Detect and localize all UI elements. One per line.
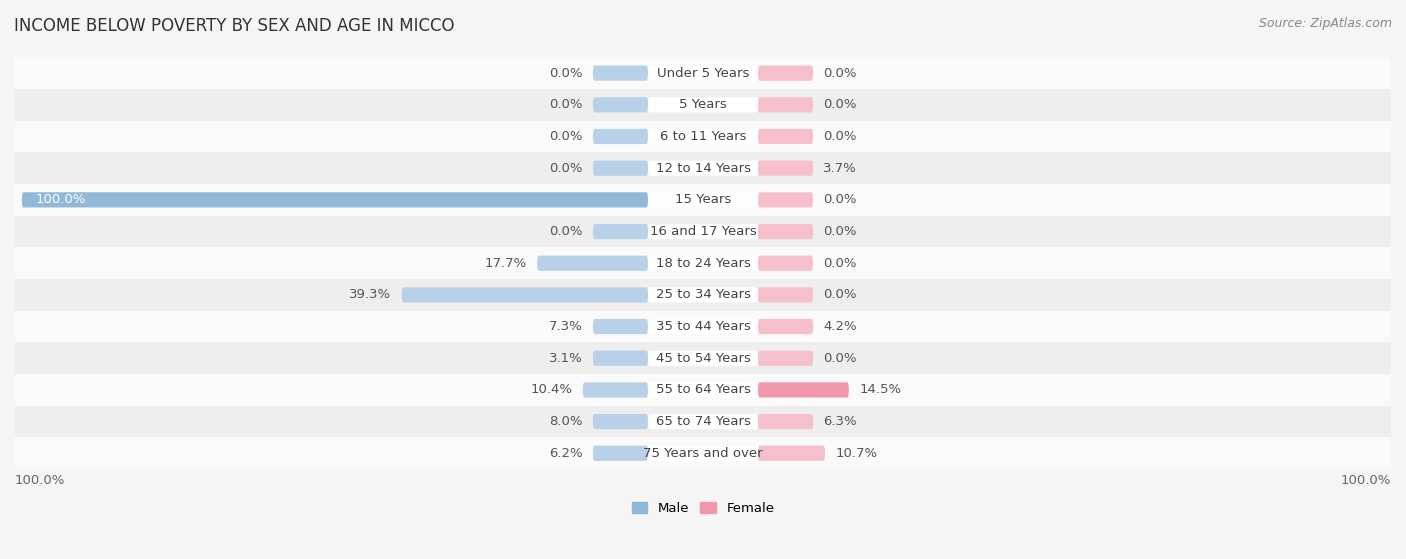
FancyBboxPatch shape — [15, 184, 1391, 216]
Text: 10.7%: 10.7% — [835, 447, 877, 459]
Text: 3.1%: 3.1% — [548, 352, 582, 364]
Text: 0.0%: 0.0% — [550, 225, 582, 238]
FancyBboxPatch shape — [15, 121, 1391, 153]
FancyBboxPatch shape — [648, 224, 758, 239]
FancyBboxPatch shape — [402, 287, 648, 302]
FancyBboxPatch shape — [758, 192, 813, 207]
FancyBboxPatch shape — [648, 192, 758, 207]
Legend: Male, Female: Male, Female — [626, 496, 780, 520]
FancyBboxPatch shape — [15, 58, 1391, 89]
Text: 0.0%: 0.0% — [824, 288, 856, 301]
Text: 0.0%: 0.0% — [550, 67, 582, 79]
Text: 6.2%: 6.2% — [548, 447, 582, 459]
Text: Under 5 Years: Under 5 Years — [657, 67, 749, 79]
FancyBboxPatch shape — [648, 446, 758, 461]
Text: 10.4%: 10.4% — [530, 383, 572, 396]
FancyBboxPatch shape — [15, 374, 1391, 406]
Text: 35 to 44 Years: 35 to 44 Years — [655, 320, 751, 333]
FancyBboxPatch shape — [593, 319, 648, 334]
Text: 55 to 64 Years: 55 to 64 Years — [655, 383, 751, 396]
Text: 7.3%: 7.3% — [548, 320, 582, 333]
FancyBboxPatch shape — [758, 129, 813, 144]
FancyBboxPatch shape — [758, 446, 825, 461]
FancyBboxPatch shape — [15, 248, 1391, 279]
FancyBboxPatch shape — [593, 129, 648, 144]
FancyBboxPatch shape — [593, 224, 648, 239]
FancyBboxPatch shape — [758, 65, 813, 80]
FancyBboxPatch shape — [648, 97, 758, 112]
Text: 4.2%: 4.2% — [824, 320, 858, 333]
Text: 45 to 54 Years: 45 to 54 Years — [655, 352, 751, 364]
FancyBboxPatch shape — [583, 382, 648, 397]
FancyBboxPatch shape — [593, 97, 648, 112]
Text: 0.0%: 0.0% — [550, 130, 582, 143]
FancyBboxPatch shape — [593, 65, 648, 80]
Text: 100.0%: 100.0% — [1341, 474, 1391, 487]
Text: 12 to 14 Years: 12 to 14 Years — [655, 162, 751, 174]
Text: 15 Years: 15 Years — [675, 193, 731, 206]
Text: 0.0%: 0.0% — [824, 98, 856, 111]
FancyBboxPatch shape — [648, 350, 758, 366]
FancyBboxPatch shape — [22, 192, 648, 207]
FancyBboxPatch shape — [648, 414, 758, 429]
FancyBboxPatch shape — [15, 311, 1391, 343]
FancyBboxPatch shape — [758, 255, 813, 271]
Text: 75 Years and over: 75 Years and over — [643, 447, 763, 459]
FancyBboxPatch shape — [758, 319, 813, 334]
FancyBboxPatch shape — [648, 287, 758, 302]
FancyBboxPatch shape — [593, 350, 648, 366]
Text: 65 to 74 Years: 65 to 74 Years — [655, 415, 751, 428]
Text: 0.0%: 0.0% — [824, 130, 856, 143]
FancyBboxPatch shape — [15, 343, 1391, 374]
FancyBboxPatch shape — [648, 319, 758, 334]
FancyBboxPatch shape — [593, 446, 648, 461]
Text: 100.0%: 100.0% — [15, 474, 65, 487]
Text: INCOME BELOW POVERTY BY SEX AND AGE IN MICCO: INCOME BELOW POVERTY BY SEX AND AGE IN M… — [14, 17, 454, 35]
FancyBboxPatch shape — [758, 97, 813, 112]
Text: 3.7%: 3.7% — [824, 162, 858, 174]
FancyBboxPatch shape — [758, 160, 813, 176]
FancyBboxPatch shape — [648, 255, 758, 271]
FancyBboxPatch shape — [537, 255, 648, 271]
FancyBboxPatch shape — [648, 160, 758, 176]
Text: 17.7%: 17.7% — [485, 257, 527, 269]
Text: 0.0%: 0.0% — [824, 193, 856, 206]
Text: 8.0%: 8.0% — [550, 415, 582, 428]
FancyBboxPatch shape — [15, 438, 1391, 469]
Text: 25 to 34 Years: 25 to 34 Years — [655, 288, 751, 301]
Text: 14.5%: 14.5% — [859, 383, 901, 396]
FancyBboxPatch shape — [648, 382, 758, 397]
FancyBboxPatch shape — [758, 382, 849, 397]
FancyBboxPatch shape — [758, 414, 813, 429]
FancyBboxPatch shape — [758, 224, 813, 239]
Text: 0.0%: 0.0% — [824, 67, 856, 79]
Text: 0.0%: 0.0% — [824, 257, 856, 269]
FancyBboxPatch shape — [648, 129, 758, 144]
FancyBboxPatch shape — [593, 414, 648, 429]
FancyBboxPatch shape — [758, 287, 813, 302]
FancyBboxPatch shape — [758, 350, 813, 366]
Text: 0.0%: 0.0% — [824, 225, 856, 238]
Text: 0.0%: 0.0% — [550, 98, 582, 111]
Text: 100.0%: 100.0% — [35, 193, 86, 206]
Text: 6.3%: 6.3% — [824, 415, 858, 428]
FancyBboxPatch shape — [15, 89, 1391, 121]
Text: 5 Years: 5 Years — [679, 98, 727, 111]
FancyBboxPatch shape — [648, 65, 758, 80]
FancyBboxPatch shape — [15, 153, 1391, 184]
Text: 0.0%: 0.0% — [550, 162, 582, 174]
FancyBboxPatch shape — [15, 406, 1391, 438]
Text: 39.3%: 39.3% — [350, 288, 392, 301]
Text: 18 to 24 Years: 18 to 24 Years — [655, 257, 751, 269]
FancyBboxPatch shape — [15, 216, 1391, 248]
Text: 16 and 17 Years: 16 and 17 Years — [650, 225, 756, 238]
Text: Source: ZipAtlas.com: Source: ZipAtlas.com — [1258, 17, 1392, 30]
Text: 6 to 11 Years: 6 to 11 Years — [659, 130, 747, 143]
FancyBboxPatch shape — [15, 279, 1391, 311]
FancyBboxPatch shape — [593, 160, 648, 176]
Text: 0.0%: 0.0% — [824, 352, 856, 364]
